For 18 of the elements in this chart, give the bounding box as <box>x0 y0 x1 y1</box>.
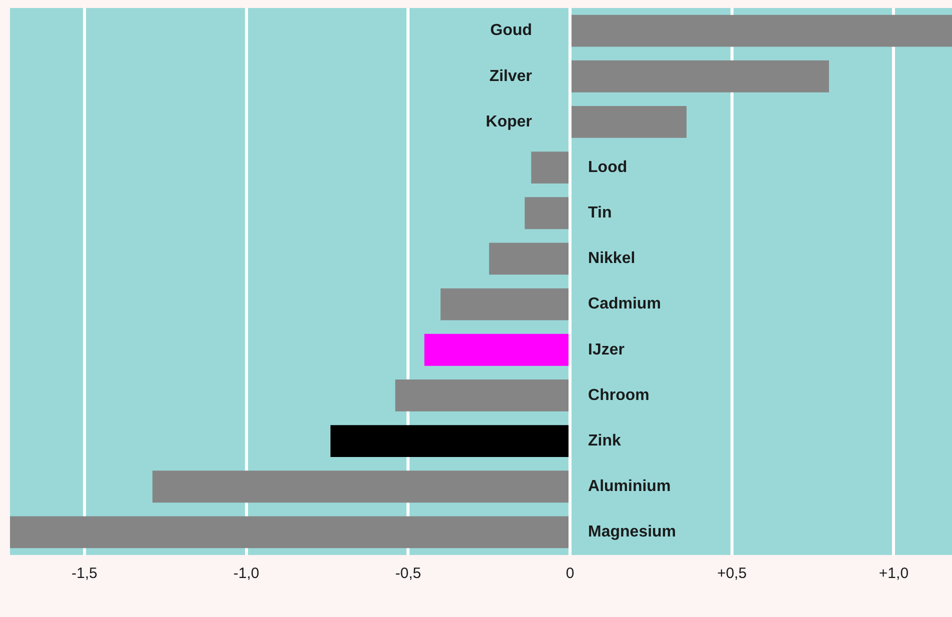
y-tick-label: Nikkel <box>588 250 636 268</box>
x-tick-label: -0,5 <box>395 565 422 582</box>
y-tick-label: Goud <box>490 22 532 40</box>
x-tick-label: 0 <box>566 565 574 582</box>
x-tick-label: +1,0 <box>878 565 909 582</box>
y-tick-label: Cadmium <box>588 296 661 313</box>
y-tick-label: Zilver <box>489 68 532 85</box>
x-tick-label: -1,0 <box>233 565 260 582</box>
y-tick-label: IJzer <box>588 341 624 358</box>
y-tick-label: Zink <box>588 432 622 450</box>
x-tick-label: -1,5 <box>72 565 98 582</box>
y-tick-label: Koper <box>486 113 532 130</box>
y-tick-label: Tin <box>588 204 612 222</box>
y-tick-label: Magnesium <box>588 524 676 541</box>
y-tick-label: Chroom <box>588 386 650 404</box>
y-tick-label: Lood <box>588 158 628 176</box>
y-tick-label: Aluminium <box>588 478 671 496</box>
x-tick-label: +0,5 <box>717 565 747 582</box>
